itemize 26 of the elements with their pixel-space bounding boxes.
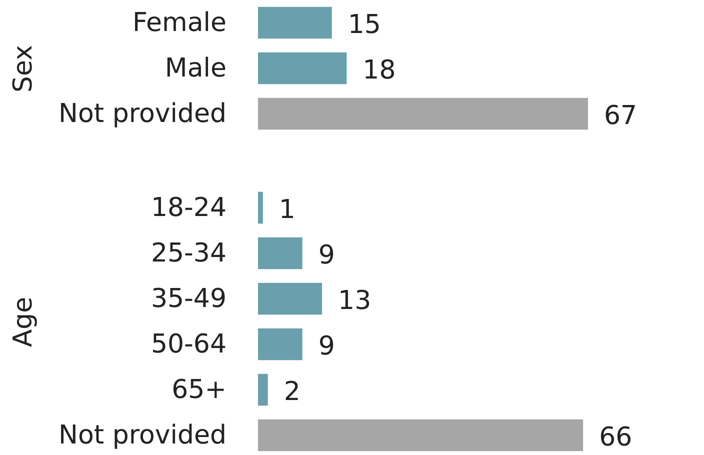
- bar: [258, 419, 584, 452]
- data-label: 9: [318, 240, 335, 270]
- bar: [258, 282, 322, 315]
- y-tick-label: Not provided: [58, 420, 226, 450]
- y-tick-label: Not provided: [58, 98, 226, 129]
- data-label: 15: [348, 10, 381, 40]
- y-tick-label: 65+: [172, 374, 226, 405]
- y-tick-label: 50-64: [150, 329, 226, 360]
- bar: [258, 374, 268, 406]
- data-label: 9: [318, 331, 335, 362]
- data-label: 18: [362, 55, 396, 86]
- y-axis-title: Age: [8, 296, 39, 348]
- y-tick-label: 25-34: [150, 238, 226, 268]
- bar: [258, 237, 302, 270]
- y-tick-label: Male: [164, 53, 226, 84]
- data-label: 1: [278, 194, 296, 225]
- y-axis-title: Sex: [8, 45, 39, 92]
- data-label: 66: [599, 422, 632, 452]
- data-label: 2: [284, 376, 300, 407]
- y-tick-label: 35-49: [150, 284, 226, 314]
- y-tick-label: 18-24: [150, 192, 226, 223]
- data-label: 67: [604, 100, 638, 131]
- bar: [258, 192, 263, 224]
- data-label: 13: [338, 286, 372, 316]
- bar: [258, 328, 302, 360]
- y-tick-label: Female: [132, 8, 226, 38]
